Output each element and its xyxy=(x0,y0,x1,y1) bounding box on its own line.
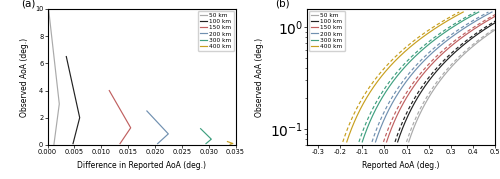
Text: (b): (b) xyxy=(275,0,289,8)
Y-axis label: Observed AoA (deg.): Observed AoA (deg.) xyxy=(255,37,264,117)
Legend: 50 km, 100 km, 150 km, 200 km, 300 km, 400 km: 50 km, 100 km, 150 km, 200 km, 300 km, 4… xyxy=(308,11,345,51)
Y-axis label: Observed AoA (deg.): Observed AoA (deg.) xyxy=(20,37,30,117)
X-axis label: Difference in Reported AoA (deg.): Difference in Reported AoA (deg.) xyxy=(77,161,206,170)
Text: (a): (a) xyxy=(21,0,35,8)
Legend: 50 km, 100 km, 150 km, 200 km, 300 km, 400 km: 50 km, 100 km, 150 km, 200 km, 300 km, 4… xyxy=(198,11,234,51)
X-axis label: Reported AoA (deg.): Reported AoA (deg.) xyxy=(362,161,440,170)
